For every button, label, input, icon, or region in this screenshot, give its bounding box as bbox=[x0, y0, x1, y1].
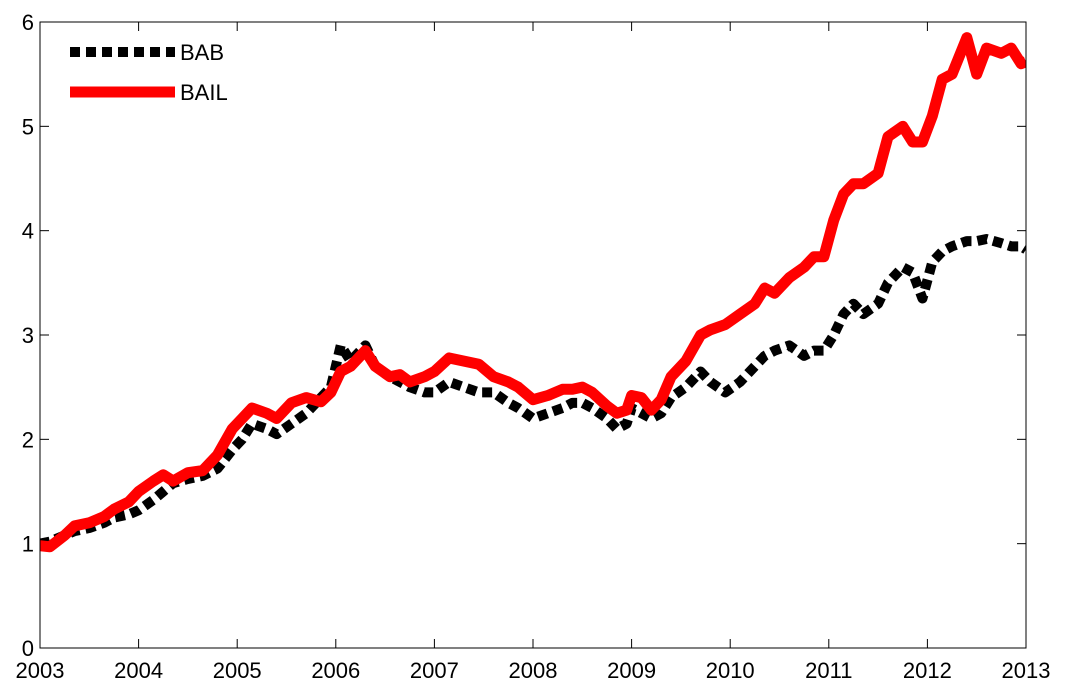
y-tick-label: 0 bbox=[22, 636, 34, 661]
x-tick-label: 2008 bbox=[509, 658, 558, 683]
series-line bbox=[40, 234, 1026, 549]
x-tick-label: 2009 bbox=[607, 658, 656, 683]
x-tick-label: 2007 bbox=[410, 658, 459, 683]
y-tick-label: 4 bbox=[22, 219, 34, 244]
series-line bbox=[40, 32, 1026, 553]
legend-label: BAIL bbox=[180, 80, 228, 105]
x-tick-label: 2013 bbox=[1002, 658, 1051, 683]
y-tick-label: 5 bbox=[22, 114, 34, 139]
y-tick-label: 2 bbox=[22, 427, 34, 452]
x-tick-label: 2006 bbox=[311, 658, 360, 683]
y-tick-label: 3 bbox=[22, 323, 34, 348]
x-tick-label: 2003 bbox=[16, 658, 65, 683]
legend-label: BAB bbox=[180, 40, 224, 65]
y-tick-label: 1 bbox=[22, 532, 34, 557]
plot-frame bbox=[39, 21, 1027, 649]
x-tick-label: 2012 bbox=[903, 658, 952, 683]
x-tick-label: 2005 bbox=[213, 658, 262, 683]
x-tick-label: 2010 bbox=[706, 658, 755, 683]
y-tick-label: 6 bbox=[22, 10, 34, 35]
x-tick-label: 2011 bbox=[805, 658, 852, 683]
x-tick-label: 2004 bbox=[114, 658, 163, 683]
